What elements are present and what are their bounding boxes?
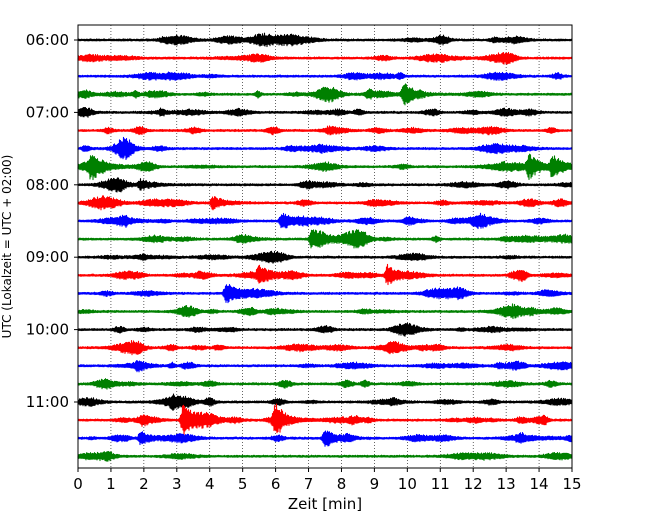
trace-09:15 (77, 263, 573, 286)
y-tick-label-06:00: 06:00 (26, 31, 69, 49)
trace-09:00 (77, 250, 573, 264)
y-axis-label: UTC (Lokalzeit = UTC + 02:00) (0, 155, 14, 339)
trace-07:45 (77, 153, 573, 181)
x-tick-label-3: 3 (172, 475, 182, 493)
trace-06:15 (77, 51, 573, 65)
trace-11:15 (77, 403, 573, 437)
x-tick-label-5: 5 (238, 475, 248, 493)
trace-08:15 (77, 195, 573, 211)
x-axis-label: Zeit [min] (288, 495, 362, 513)
x-tick-label-10: 10 (398, 475, 417, 493)
x-tick-label-2: 2 (139, 475, 149, 493)
y-tick-label-08:00: 08:00 (26, 176, 69, 194)
trace-07:30 (77, 136, 573, 161)
trace-08:45 (77, 229, 573, 249)
x-tick-label-1: 1 (106, 475, 116, 493)
trace-11:30 (77, 430, 573, 447)
x-tick-label-7: 7 (304, 475, 314, 493)
trace-08:00 (77, 177, 573, 193)
y-tick-label-07:00: 07:00 (26, 103, 69, 121)
x-tick-label-12: 12 (464, 475, 483, 493)
x-tick-label-0: 0 (73, 475, 83, 493)
x-tick-label-13: 13 (497, 475, 516, 493)
y-tick-label-10:00: 10:00 (26, 321, 69, 339)
trace-06:30 (77, 71, 573, 82)
y-tick-label-11:00: 11:00 (26, 393, 69, 411)
x-tick-label-15: 15 (562, 475, 581, 493)
trace-09:45 (77, 303, 573, 320)
trace-06:45 (77, 83, 573, 106)
trace-08:30 (77, 212, 573, 230)
trace-07:00 (77, 106, 573, 118)
trace-09:30 (77, 283, 573, 304)
x-axis-ticks: 0 1 2 3 4 5 6 7 8 9 10 11 12 13 14 15 (73, 468, 582, 493)
x-tick-label-11: 11 (431, 475, 450, 493)
trace-10:00 (77, 322, 573, 337)
trace-11:45 (77, 450, 573, 462)
plot-border (77, 24, 573, 469)
x-tick-label-6: 6 (271, 475, 281, 493)
y-tick-label-09:00: 09:00 (26, 248, 69, 266)
seismogram-traces (77, 32, 573, 462)
y-axis-ticks: 06:00 07:00 08:00 09:00 10:00 11:00 (26, 31, 78, 411)
trace-06:00 (77, 32, 573, 48)
trace-11:00 (77, 393, 573, 411)
x-tick-label-4: 4 (205, 475, 215, 493)
trace-07:15 (77, 125, 573, 136)
trace-10:45 (77, 378, 573, 390)
x-tick-label-8: 8 (337, 475, 347, 493)
trace-10:30 (77, 360, 573, 373)
x-tick-label-14: 14 (530, 475, 549, 493)
grid-lines (110, 25, 540, 468)
x-tick-label-9: 9 (370, 475, 380, 493)
trace-10:15 (77, 340, 573, 356)
